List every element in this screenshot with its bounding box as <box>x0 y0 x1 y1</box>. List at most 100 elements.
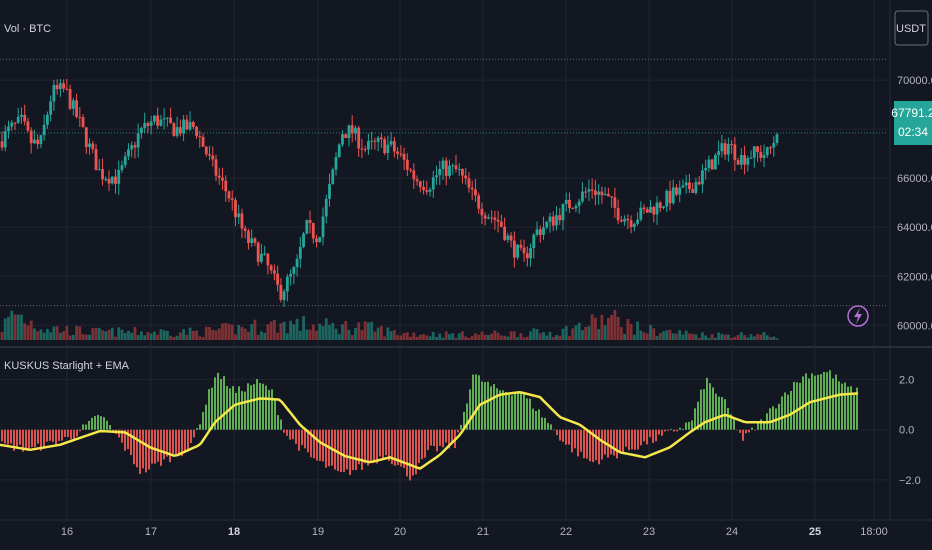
candle-body <box>739 155 743 165</box>
histogram-bar <box>616 429 618 459</box>
candle-body <box>217 175 221 178</box>
volume-bar <box>545 335 549 340</box>
histogram-bar <box>94 416 96 430</box>
volume-bar <box>39 329 43 340</box>
volume-bar <box>169 335 173 340</box>
candle-body <box>743 155 746 165</box>
volume-bar <box>370 321 374 340</box>
volume-bar <box>726 334 730 340</box>
histogram-bar <box>460 424 462 430</box>
candle-body <box>415 179 419 182</box>
volume-bar <box>415 336 419 340</box>
candle-body <box>619 220 623 222</box>
histogram-bar <box>499 390 501 430</box>
volume-bar <box>713 337 717 340</box>
candle-body <box>373 140 377 142</box>
volume-bar <box>81 334 85 340</box>
candle-body <box>483 215 487 219</box>
volume-bar <box>717 332 721 340</box>
alert-lightning-icon[interactable] <box>847 305 869 327</box>
histogram-bar <box>442 429 444 448</box>
histogram-bar <box>277 415 279 430</box>
candle-body <box>58 83 62 90</box>
volume-bar <box>318 323 322 340</box>
candle-body <box>448 165 451 176</box>
currency-button[interactable]: USDT <box>894 10 929 46</box>
histogram-bar <box>286 429 288 436</box>
volume-bar <box>110 327 114 340</box>
histogram-bar <box>718 396 720 430</box>
candle-body <box>94 149 98 171</box>
candle-body <box>422 187 425 191</box>
volume-bar <box>256 334 260 340</box>
volume-bar <box>201 336 205 340</box>
histogram-bar <box>124 429 126 451</box>
volume-bar <box>688 333 691 340</box>
histogram-bar <box>319 429 321 461</box>
candle-body <box>386 144 390 154</box>
candle-body <box>230 198 234 201</box>
candle-body <box>499 221 503 227</box>
histogram-bar <box>352 429 354 471</box>
volume-bar <box>422 334 425 340</box>
histogram-bar <box>226 386 228 430</box>
histogram-bar <box>49 429 51 441</box>
histogram-bar <box>709 383 711 430</box>
candle-body <box>581 191 584 202</box>
volume-bar <box>522 337 526 340</box>
histogram-bar <box>856 387 858 430</box>
volume-bar <box>88 334 91 340</box>
volume-bar <box>684 330 688 340</box>
time-tick-label: 18 <box>228 526 240 538</box>
candle-body <box>548 216 552 222</box>
histogram-bar <box>793 381 795 430</box>
candle-body <box>101 169 104 180</box>
volume-bar <box>65 325 69 340</box>
histogram-bar <box>532 408 534 430</box>
volume-bar <box>769 336 772 340</box>
candle-body <box>516 244 519 258</box>
volume-bar <box>483 334 487 340</box>
candle-body <box>487 217 490 219</box>
histogram-bar <box>190 429 192 444</box>
volume-bar <box>26 325 30 340</box>
histogram-bar <box>511 395 513 430</box>
histogram-bar <box>739 429 741 433</box>
volume-bar <box>84 334 88 340</box>
histogram-bar <box>805 373 807 430</box>
candle-body <box>266 253 270 266</box>
histogram-bar <box>526 398 528 430</box>
volume-bar <box>493 330 497 340</box>
volume-bar <box>140 331 143 340</box>
candle-body <box>350 125 354 134</box>
candle-body <box>451 165 455 167</box>
candle-body <box>704 167 708 171</box>
volume-bar <box>597 329 601 340</box>
volume-bar <box>217 328 221 340</box>
histogram-bar <box>466 403 468 430</box>
candle-body <box>461 168 464 176</box>
histogram-bar <box>274 399 276 430</box>
candle-body <box>272 270 276 274</box>
histogram-bar <box>355 429 357 471</box>
histogram-bar <box>826 372 828 430</box>
histogram-bar <box>16 429 18 447</box>
histogram-bar <box>283 429 285 433</box>
volume-bar <box>581 330 584 340</box>
volume-bar <box>337 333 341 340</box>
histogram-bar <box>178 429 180 457</box>
candle-body <box>285 276 289 292</box>
candle-body <box>188 122 192 130</box>
time-tick-label: 25 <box>809 526 821 538</box>
volume-bar <box>101 330 104 340</box>
histogram-bar <box>589 429 591 462</box>
candle-body <box>613 197 617 208</box>
histogram-bar <box>184 429 186 453</box>
volume-bar <box>344 320 348 340</box>
volume-bar <box>221 323 224 340</box>
candle-body <box>769 147 772 149</box>
candle-body <box>610 196 614 198</box>
volume-bar <box>451 333 455 340</box>
volume-bar <box>185 334 189 340</box>
